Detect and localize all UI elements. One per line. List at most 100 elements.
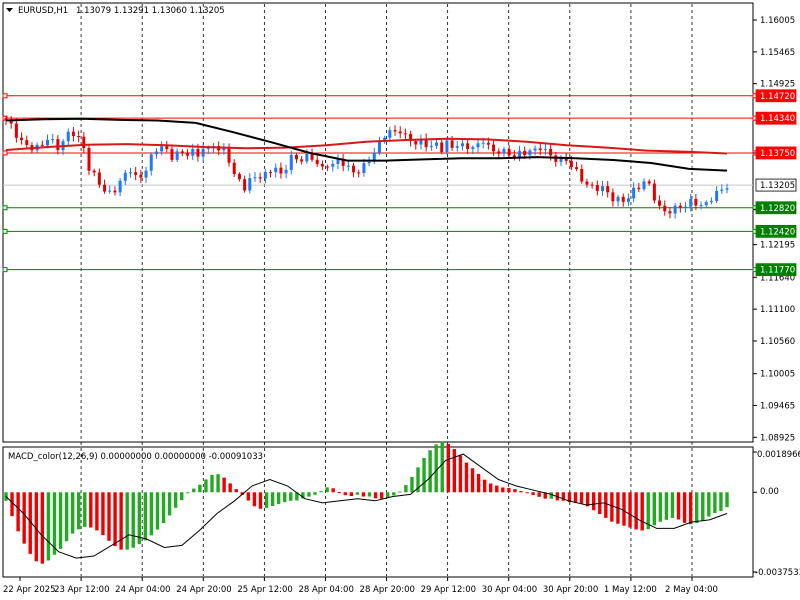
macd-bar	[543, 492, 547, 499]
macd-bar	[658, 492, 663, 522]
macd-bar	[713, 492, 717, 514]
candle-body	[450, 140, 454, 148]
candle-body	[263, 172, 267, 179]
macd-bar	[652, 492, 656, 526]
price-level-box	[755, 146, 797, 160]
candle-body	[616, 196, 620, 202]
candle-body	[274, 167, 278, 173]
candle-body	[25, 140, 29, 146]
time-tick-label: 28 Apr 20:00	[360, 585, 415, 595]
candle-body	[310, 153, 314, 160]
candle-body	[222, 148, 226, 151]
macd-bar	[276, 492, 281, 505]
symbol-label: EURUSD,H1	[18, 6, 68, 16]
macd-bar	[549, 492, 553, 499]
macd-bar	[228, 483, 232, 493]
macd-bar	[295, 492, 299, 501]
macd-bar	[149, 492, 154, 536]
candle-body	[435, 142, 439, 146]
macd-bar	[579, 492, 584, 504]
time-tick-label: 23 Apr 12:00	[54, 585, 109, 595]
macd-bar	[373, 492, 378, 499]
macd-label: MACD_color(12,26,9) 0.00000000 0.0000000…	[8, 452, 263, 462]
time-tick-label: 25 Apr 12:00	[237, 585, 292, 595]
candle-body	[601, 186, 605, 192]
macd-bar	[161, 492, 166, 524]
candle-body	[300, 159, 304, 162]
candle-body	[77, 136, 81, 138]
macd-bar	[707, 492, 711, 517]
time-tick-label: 24 Apr 20:00	[176, 585, 231, 595]
candle-body	[97, 172, 101, 185]
time-tick-label: 24 Apr 04:00	[115, 585, 170, 595]
time-tick-label: 29 Apr 12:00	[421, 585, 476, 595]
candle-body	[543, 148, 547, 150]
price-level-box	[755, 178, 797, 192]
candle-body	[383, 137, 387, 141]
candle-body	[128, 172, 132, 174]
macd-bar	[676, 492, 681, 520]
price-level-label: 1.14720	[760, 92, 795, 102]
candle-body	[326, 166, 330, 168]
ohlc-readout: 1.13079 1.13291 1.13060 1.13205	[76, 6, 225, 16]
candle-body	[139, 174, 143, 178]
macd-bar	[640, 492, 644, 531]
candles	[4, 116, 729, 219]
candle-body	[258, 177, 262, 179]
macd-bar	[240, 492, 244, 495]
candle-body	[20, 137, 24, 141]
macd-bar	[416, 467, 420, 493]
macd-bar	[16, 492, 20, 532]
price-level-label: 1.13750	[760, 149, 795, 159]
macd-bar	[482, 479, 487, 493]
macd-bar	[355, 492, 360, 495]
macd-bar	[319, 491, 323, 493]
candle-body	[201, 148, 205, 157]
macd-bar	[392, 492, 396, 496]
price-level-box	[755, 201, 797, 215]
candle-body	[160, 146, 164, 152]
price-tick-label: 1.14925	[760, 80, 795, 90]
macd-bar	[458, 455, 463, 493]
candle-body	[559, 157, 563, 162]
candle-body	[424, 138, 428, 148]
price-tick-label: 1.10005	[760, 370, 795, 380]
price-tick-label: 1.10560	[760, 337, 795, 347]
macd-bar	[10, 492, 14, 517]
candle-body	[346, 165, 350, 167]
symbol-dropdown-icon[interactable]	[6, 8, 13, 12]
time-tick-label: 2 May 04:00	[665, 585, 718, 595]
candle-body	[575, 167, 579, 170]
time-tick-label: 30 Apr 20:00	[543, 585, 598, 595]
macd-signal-line	[5, 453, 728, 559]
macd-bar	[719, 492, 723, 511]
candle-body	[549, 148, 553, 156]
macd-bar	[567, 492, 572, 503]
price-level-box	[755, 224, 797, 238]
macd-bar	[198, 484, 202, 493]
macd-bar	[470, 468, 475, 493]
candle-body	[71, 131, 75, 137]
candle-body	[331, 163, 335, 167]
candle-body	[87, 148, 91, 171]
price-panel[interactable]	[2, 2, 754, 443]
macd-bar	[101, 492, 105, 536]
candle-body	[56, 139, 60, 151]
candle-body	[476, 143, 480, 148]
macd-bar	[361, 492, 366, 497]
candle-body	[305, 153, 309, 162]
candle-body	[419, 138, 423, 145]
candle-body	[403, 133, 407, 135]
candle-body	[279, 167, 283, 174]
macd-bar	[440, 441, 444, 493]
macd-bar	[725, 492, 729, 508]
candle-body	[362, 163, 366, 173]
candle-body	[414, 141, 418, 145]
macd-bar	[28, 492, 32, 554]
candle-body	[694, 198, 698, 206]
candle-body	[243, 179, 247, 191]
candle-body	[466, 143, 470, 149]
macd-bar	[404, 485, 408, 493]
macd-bar	[628, 492, 632, 528]
